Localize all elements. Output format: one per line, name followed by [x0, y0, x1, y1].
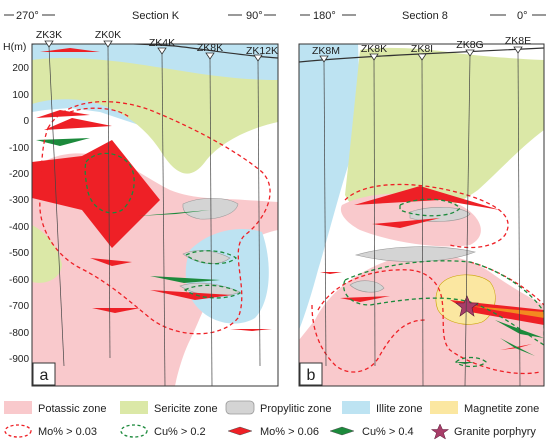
- legend-swatch: [342, 401, 370, 414]
- legend-label: Sericite zone: [154, 403, 218, 415]
- legend-item-sericite: Sericite zone: [120, 401, 218, 415]
- drillhole-label: ZK8K: [361, 43, 387, 55]
- legend-item-cu-02: Cu% > 0.2: [121, 425, 206, 438]
- legend-label: Illite zone: [376, 403, 422, 415]
- legend-label: Cu% > 0.4: [362, 426, 414, 438]
- legend-label: Granite porphyry: [454, 426, 536, 438]
- legend-item-mo-003: Mo% > 0.03: [5, 425, 97, 438]
- legend-symbol: [432, 424, 449, 439]
- axis-tick-label: -400: [9, 222, 29, 233]
- legend-label: Propylitic zone: [260, 403, 332, 415]
- legend-item-illite: Illite zone: [342, 401, 422, 415]
- panel-a-letter: a: [33, 363, 55, 385]
- legend-item-potassic: Potassic zone: [4, 401, 106, 415]
- axis-tick-label: -700: [9, 301, 29, 312]
- legend-symbol: [5, 425, 31, 437]
- axis-tick-label: -900: [9, 354, 29, 365]
- section-a-title: Section K: [132, 10, 180, 22]
- section-a-azimuth-left: 270°: [16, 10, 39, 22]
- section-b-azimuth-left: 180°: [313, 10, 336, 22]
- panel-b-letter: b: [300, 363, 322, 385]
- section-a-header: 270° Section K 90°: [4, 10, 276, 22]
- drillhole-label: ZK8M: [312, 45, 340, 57]
- section-b-title: Section 8: [402, 10, 448, 22]
- legend-item-propylitic: Propylitic zone: [226, 401, 332, 415]
- axis-tick-label: -100: [9, 143, 29, 154]
- axis-tick-label: -300: [9, 195, 29, 206]
- panel-b-section-8: ZK8M ZK8K ZK8I ZK8G ZK8E b: [299, 35, 544, 386]
- drillhole-label: ZK3K: [36, 29, 62, 41]
- axis-title: H(m): [3, 41, 26, 53]
- drillhole-label: ZK4K: [149, 37, 175, 49]
- axis-tick-label: -600: [9, 275, 29, 286]
- legend-symbol: [228, 427, 252, 435]
- legend-item-granite-porphyry: Granite porphyry: [432, 424, 537, 439]
- legend-item-mo-006: Mo% > 0.06: [228, 426, 319, 438]
- legend-label: Cu% > 0.2: [154, 426, 206, 438]
- panel-a-section-k: ZK3K ZK0K ZK4K ZK8K ZK12K a: [32, 29, 278, 386]
- legend-swatch: [226, 401, 254, 414]
- legend-label: Mo% > 0.06: [260, 426, 319, 438]
- axis-tick-label: 0: [23, 116, 29, 127]
- axis-tick-label: -500: [9, 248, 29, 259]
- legend-swatch: [4, 401, 32, 414]
- drillhole-label: ZK0K: [95, 29, 121, 41]
- drillhole-label: ZK8I: [411, 43, 433, 55]
- legend: Potassic zone Sericite zone Propylitic z…: [4, 401, 539, 439]
- axis-tick-label: 100: [12, 90, 29, 101]
- legend-item-cu-04: Cu% > 0.4: [330, 426, 414, 438]
- axis-tick-label: -800: [9, 328, 29, 339]
- drillhole-label: ZK8E: [505, 35, 531, 47]
- panel-letter: b: [307, 367, 316, 384]
- panel-letter: a: [40, 367, 49, 384]
- section-a-azimuth-right: 90°: [246, 10, 263, 22]
- legend-swatch: [120, 401, 148, 414]
- axis-tick-label: 200: [12, 63, 29, 74]
- legend-swatch: [430, 401, 458, 414]
- drillhole-label: ZK8K: [197, 42, 223, 54]
- section-b-azimuth-right: 0°: [517, 10, 528, 22]
- drillhole-label: ZK8G: [456, 39, 483, 51]
- elevation-axis: H(m) 200 100 0 -100 -200 -300 -400 -500 …: [3, 41, 35, 384]
- legend-label: Magnetite zone: [464, 403, 539, 415]
- legend-item-magnetite: Magnetite zone: [430, 401, 539, 415]
- legend-symbol: [121, 425, 147, 437]
- section-b-header: 180° Section 8 0°: [300, 10, 546, 22]
- legend-label: Mo% > 0.03: [38, 426, 97, 438]
- axis-tick-label: -200: [9, 169, 29, 180]
- legend-label: Potassic zone: [38, 403, 106, 415]
- legend-symbol: [330, 427, 354, 435]
